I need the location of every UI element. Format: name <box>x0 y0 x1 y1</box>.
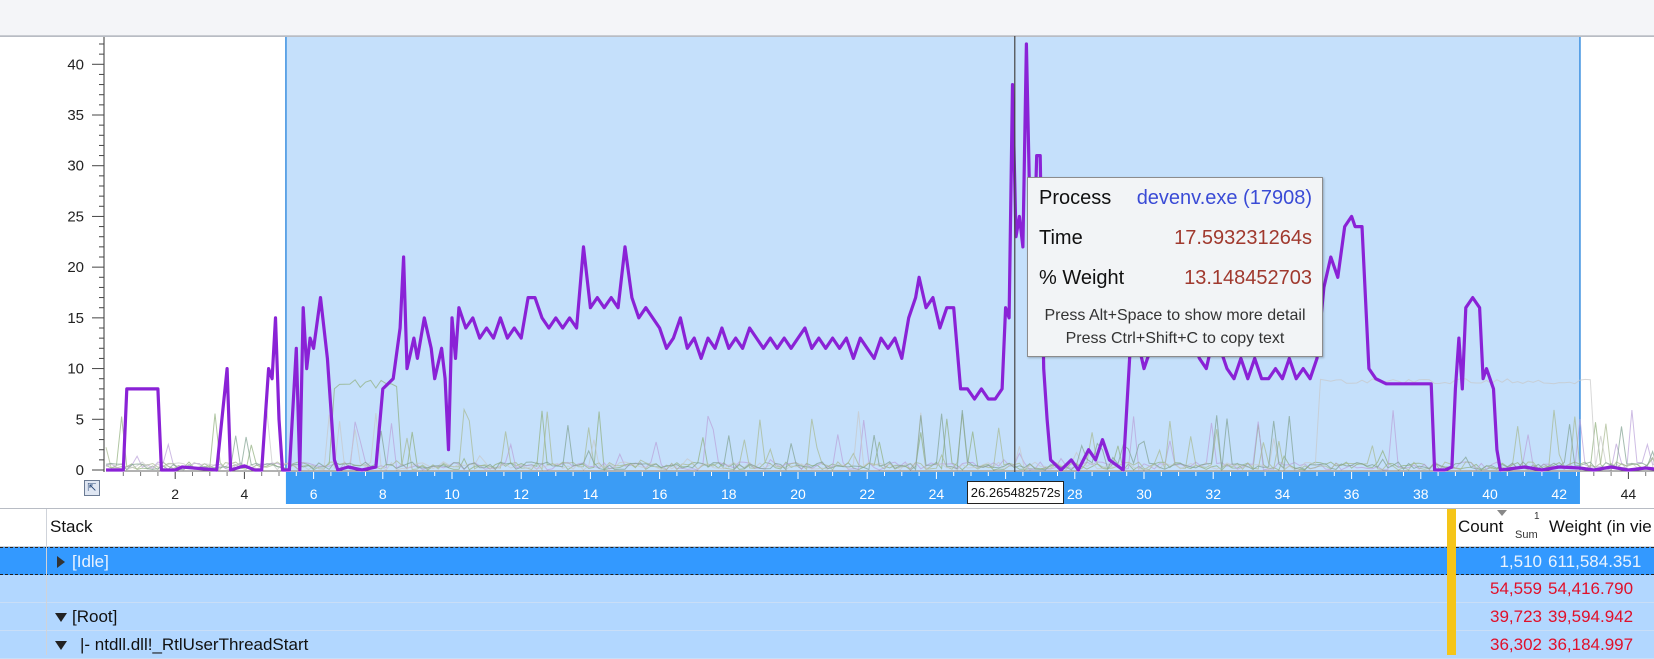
y-tick-label: 30 <box>67 158 84 175</box>
table-row[interactable]: [Idle] 1,510 611,584.351 <box>0 547 1654 575</box>
column-header-stack[interactable]: Stack <box>50 517 93 536</box>
x-tick-label: 22 <box>859 486 875 502</box>
count-cell: 39,723 <box>1490 607 1542 626</box>
x-tick-label: 16 <box>652 486 668 502</box>
table-header: Stack Count 1 Sum Weight (in vie <box>0 509 1654 547</box>
x-tick-label: 30 <box>1136 486 1152 502</box>
sort-arrow-icon <box>1497 510 1507 516</box>
x-tick-label: 10 <box>444 486 460 502</box>
x-tick-label: 42 <box>1551 486 1567 502</box>
tooltip-weight-value: 13.148452703 <box>1184 267 1312 289</box>
y-tick-label: 20 <box>67 259 84 276</box>
x-tick-label: 44 <box>1621 486 1637 502</box>
background-series-line <box>105 379 1654 472</box>
selection-axis-strip[interactable] <box>285 472 1580 504</box>
collapsed-triangle-icon[interactable] <box>57 556 65 568</box>
stack-table: Stack Count 1 Sum Weight (in vie [Idle] 1… <box>0 508 1654 659</box>
weight-cell: 611,584.351 <box>1548 552 1642 571</box>
y-tick-label: 35 <box>67 107 84 124</box>
zoom-to-fit-icon[interactable]: ⇱ <box>84 480 100 496</box>
tooltip-weight-label: % Weight <box>1039 267 1125 289</box>
cursor-time-label: 26.265482572s <box>966 481 1065 504</box>
table-row[interactable]: [Root] 39,723 39,594.942 <box>0 603 1654 631</box>
tooltip-time-label: Time <box>1039 227 1083 249</box>
x-tick-label: 4 <box>241 486 249 502</box>
y-tick-label: 0 <box>76 462 84 479</box>
count-cell: 54,559 <box>1490 579 1542 598</box>
x-tick-label: 20 <box>790 486 806 502</box>
x-tick-label: 40 <box>1482 486 1498 502</box>
tooltip-hint-detail: Press Alt+Space to show more detail <box>1044 307 1306 324</box>
x-tick-label: 18 <box>721 486 737 502</box>
expanded-triangle-icon[interactable] <box>55 641 67 650</box>
tooltip-hint-copy: Press Ctrl+Shift+C to copy text <box>1065 330 1285 347</box>
aggregate-label: Sum <box>1515 529 1538 541</box>
column-header-count[interactable]: Count <box>1458 517 1504 536</box>
tooltip-time-value: 17.593231264s <box>1174 227 1312 249</box>
x-tick-label: 34 <box>1275 486 1291 502</box>
x-tick-label: 36 <box>1344 486 1360 502</box>
x-tick-label: 32 <box>1205 486 1221 502</box>
weight-cell: 39,594.942 <box>1548 607 1634 626</box>
y-tick-label: 40 <box>67 56 84 73</box>
x-tick-label: 8 <box>379 486 387 502</box>
graph-toolbar <box>0 0 1654 36</box>
selection-region[interactable] <box>285 36 1580 470</box>
x-tick-label: 2 <box>171 486 179 502</box>
column-divider <box>46 509 47 655</box>
background-series-line <box>105 409 1654 471</box>
background-series-line <box>105 407 1654 472</box>
tooltip-process-label: Process <box>1039 187 1112 209</box>
column-header-weight[interactable]: Weight (in vie <box>1549 517 1652 536</box>
table-row[interactable]: 54,559 54,416.790 <box>0 575 1654 603</box>
x-tick-label: 12 <box>513 486 529 502</box>
y-tick-label: 10 <box>67 361 84 378</box>
graph-tooltip: Process devenv.exe (17908) Time 17.59323… <box>1027 177 1323 357</box>
series-line-devenv[interactable] <box>106 42 1654 472</box>
x-tick-label: 24 <box>929 486 945 502</box>
stack-cell: [Idle] <box>72 552 109 571</box>
count-cell: 36,302 <box>1490 635 1542 654</box>
stack-cell: [Root] <box>72 607 118 626</box>
stack-cell: |- ntdll.dll!_RtlUserThreadStart <box>80 635 309 654</box>
expanded-triangle-icon[interactable] <box>55 613 67 622</box>
x-tick-label: 28 <box>1067 486 1083 502</box>
y-tick-label: 5 <box>76 411 84 428</box>
highlight-column-bar <box>1447 509 1456 655</box>
y-tick-label: 25 <box>67 208 84 225</box>
sort-rank: 1 <box>1534 511 1540 522</box>
table-row[interactable]: |- ntdll.dll!_RtlUserThreadStart 36,302 36… <box>0 631 1654 659</box>
count-cell: 1,510 <box>1499 552 1542 571</box>
x-tick-label: 38 <box>1413 486 1429 502</box>
weight-cell: 54,416.790 <box>1548 579 1634 598</box>
weight-cell: 36,184.997 <box>1548 635 1634 654</box>
x-tick-label: 14 <box>583 486 599 502</box>
y-tick-label: 15 <box>67 310 84 327</box>
x-tick-label: 6 <box>310 486 318 502</box>
tooltip-process-value: devenv.exe (17908) <box>1136 187 1312 209</box>
